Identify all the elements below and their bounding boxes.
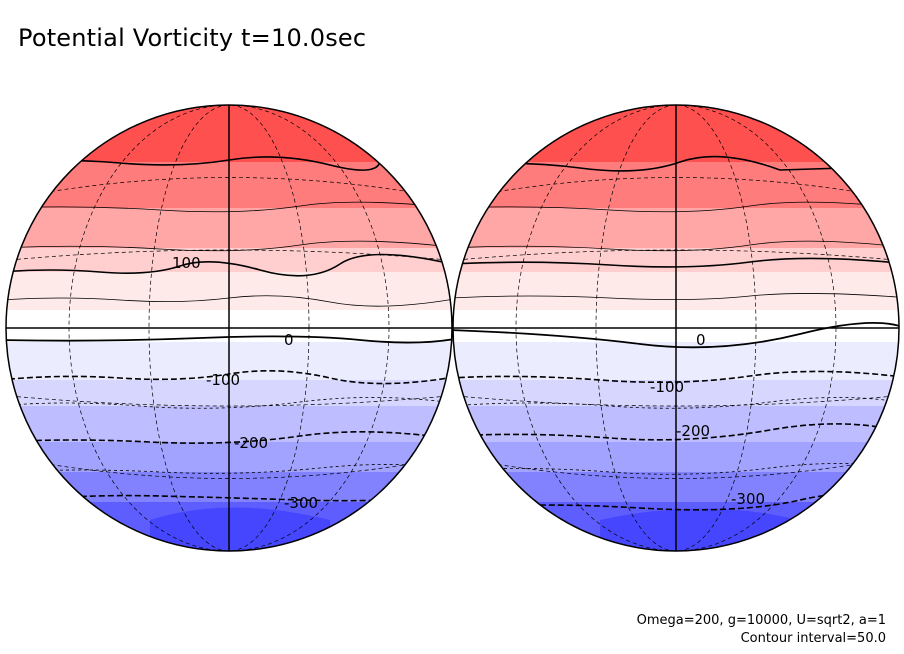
params-line-2: Contour interval=50.0: [740, 631, 886, 646]
contour-label-left-0: 0: [284, 331, 294, 349]
contour-label-left-100: 100: [172, 254, 201, 272]
plot-title: Potential Vorticity t=10.0sec: [18, 24, 367, 52]
left-globe-outline: [5, 104, 453, 552]
right-globe-outline: [452, 104, 900, 552]
contour-label-right-minus300: -300: [731, 490, 765, 508]
contour-label-right-0: 0: [696, 331, 706, 349]
contour-label-left-minus200: -200: [234, 434, 268, 452]
contour-label-left-minus100: -100: [206, 371, 240, 389]
contour-label-right-minus100: -100: [650, 378, 684, 396]
contour-label-right-minus200: -200: [676, 422, 710, 440]
params-line-1: Omega=200, g=10000, U=sqrt2, a=1: [636, 613, 886, 628]
parameters-text: Omega=200, g=10000, U=sqrt2, a=1 Contour…: [637, 612, 886, 648]
left-globe: [6, 105, 452, 551]
right-globe: [453, 105, 899, 551]
contour-label-left-minus300: -300: [284, 494, 318, 512]
